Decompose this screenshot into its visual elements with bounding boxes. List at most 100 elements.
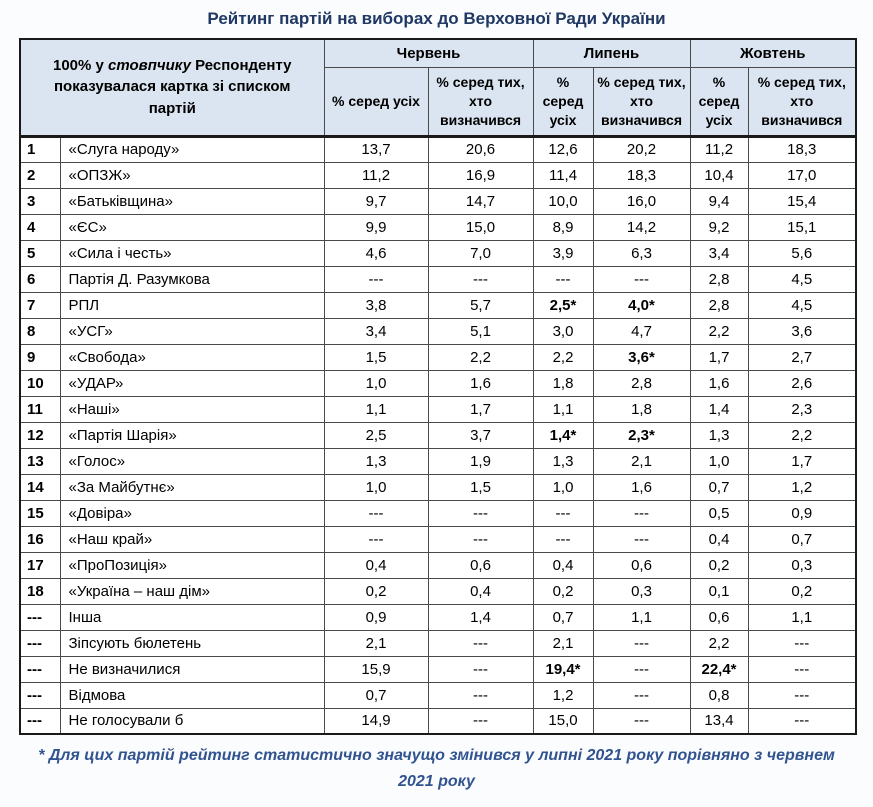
value-cell: --- <box>427 681 534 709</box>
value-cell: 0,7 <box>747 525 857 553</box>
rank-cell: 2 <box>19 161 61 189</box>
value-cell: --- <box>427 707 534 735</box>
value-cell: 1,3 <box>532 447 594 475</box>
value-cell: --- <box>592 655 691 683</box>
table-row: --- Не голосували б 14,9 --- 15,0 --- 13,4 --- <box>19 707 857 735</box>
party-name-cell: «Партія Шарія» <box>59 421 325 449</box>
table-row: 13 «Голос» 1,3 1,9 1,3 2,1 1,0 1,7 <box>19 447 857 475</box>
value-cell: 1,3 <box>689 421 749 449</box>
table-row: 2 «ОПЗЖ» 11,2 16,9 11,4 18,3 10,4 17,0 <box>19 161 857 189</box>
party-name-cell: «Голос» <box>59 447 325 475</box>
value-cell: --- <box>323 499 429 527</box>
value-cell: 2,2 <box>689 317 749 345</box>
party-name-cell: «Наші» <box>59 395 325 423</box>
value-cell: 2,2 <box>427 343 534 371</box>
table-row: 12 «Партія Шарія» 2,5 3,7 1,4* 2,3* 1,3 2,2 <box>19 421 857 449</box>
party-name-cell: Не голосували б <box>59 707 325 735</box>
rank-cell: 12 <box>19 421 61 449</box>
subheader-july-all: % серед усіх <box>532 67 594 138</box>
party-name-cell: РПЛ <box>59 291 325 319</box>
value-cell: 1,7 <box>747 447 857 475</box>
rank-cell: --- <box>19 655 61 683</box>
value-cell: 1,1 <box>747 603 857 631</box>
value-cell: --- <box>592 629 691 657</box>
value-cell: --- <box>427 499 534 527</box>
table-row: --- Відмова 0,7 --- 1,2 --- 0,8 --- <box>19 681 857 709</box>
month-header-july: Липень <box>532 38 691 68</box>
value-cell: 1,0 <box>689 447 749 475</box>
party-name-cell: Відмова <box>59 681 325 709</box>
month-header-june: Червень <box>323 38 534 68</box>
value-cell: 2,2 <box>747 421 857 449</box>
table-row: 15 «Довіра» --- --- --- --- 0,5 0,9 <box>19 499 857 527</box>
value-cell: 4,5 <box>747 265 857 293</box>
value-cell: 14,9 <box>323 707 429 735</box>
value-cell: 13,4 <box>689 707 749 735</box>
value-cell: 0,8 <box>689 681 749 709</box>
value-cell: 1,1 <box>592 603 691 631</box>
rank-cell: 6 <box>19 265 61 293</box>
value-cell: 1,3 <box>323 447 429 475</box>
party-name-cell: «УСГ» <box>59 317 325 345</box>
table-row: 7 РПЛ 3,8 5,7 2,5* 4,0* 2,8 4,5 <box>19 291 857 319</box>
party-ratings-table: 100% у стовпчику Респонденту показувалас… <box>19 38 858 736</box>
value-cell: --- <box>532 499 594 527</box>
party-name-cell: «Україна – наш дім» <box>59 577 325 605</box>
value-cell: 0,3 <box>592 577 691 605</box>
value-cell: --- <box>427 629 534 657</box>
value-cell: 2,5* <box>532 291 594 319</box>
subheader-july-decided: % серед тих, хто визначився <box>592 67 691 138</box>
value-cell: 0,4 <box>689 525 749 553</box>
value-cell: 2,2 <box>689 629 749 657</box>
value-cell: 3,6* <box>592 343 691 371</box>
value-cell: 1,7 <box>427 395 534 423</box>
value-cell: 0,7 <box>323 681 429 709</box>
value-cell: 11,2 <box>323 161 429 189</box>
rank-cell: 4 <box>19 213 61 241</box>
value-cell: --- <box>427 525 534 553</box>
value-cell: 19,4* <box>532 655 594 683</box>
value-cell: --- <box>532 265 594 293</box>
rank-cell: 10 <box>19 369 61 397</box>
rank-cell: --- <box>19 707 61 735</box>
value-cell: 16,0 <box>592 187 691 215</box>
value-cell: 1,5 <box>323 343 429 371</box>
value-cell: 3,9 <box>532 239 594 267</box>
value-cell: 10,4 <box>689 161 749 189</box>
value-cell: --- <box>592 681 691 709</box>
corner-header-cell: 100% у стовпчику Респонденту показувалас… <box>19 38 325 138</box>
party-name-cell: «Свобода» <box>59 343 325 371</box>
table-row: 17 «ПроПозиція» 0,4 0,6 0,4 0,6 0,2 0,3 <box>19 551 857 579</box>
party-name-cell: Не визначилися <box>59 655 325 683</box>
value-cell: 1,2 <box>532 681 594 709</box>
party-name-cell: Зіпсують бюлетень <box>59 629 325 657</box>
value-cell: 3,4 <box>689 239 749 267</box>
value-cell: 1,8 <box>532 369 594 397</box>
value-cell: 14,7 <box>427 187 534 215</box>
value-cell: 7,0 <box>427 239 534 267</box>
value-cell: 9,2 <box>689 213 749 241</box>
value-cell: 0,3 <box>747 551 857 579</box>
value-cell: --- <box>532 525 594 553</box>
value-cell: 1,0 <box>532 473 594 501</box>
value-cell: --- <box>592 707 691 735</box>
value-cell: 2,8 <box>592 369 691 397</box>
value-cell: 1,1 <box>323 395 429 423</box>
value-cell: 5,7 <box>427 291 534 319</box>
value-cell: --- <box>747 629 857 657</box>
value-cell: 15,1 <box>747 213 857 241</box>
value-cell: --- <box>747 655 857 683</box>
corner-text-post: Респонденту показувалася картка зі списк… <box>54 56 292 118</box>
party-name-cell: «ОПЗЖ» <box>59 161 325 189</box>
value-cell: 1,2 <box>747 473 857 501</box>
value-cell: 9,9 <box>323 213 429 241</box>
value-cell: 0,7 <box>532 603 594 631</box>
table-row: 5 «Сила і честь» 4,6 7,0 3,9 6,3 3,4 5,6 <box>19 239 857 267</box>
table-row: 11 «Наші» 1,1 1,7 1,1 1,8 1,4 2,3 <box>19 395 857 423</box>
table-row: 16 «Наш край» --- --- --- --- 0,4 0,7 <box>19 525 857 553</box>
value-cell: 13,7 <box>323 135 429 163</box>
rank-cell: --- <box>19 629 61 657</box>
value-cell: 0,5 <box>689 499 749 527</box>
subheader-june-all: % серед усіх <box>323 67 429 138</box>
